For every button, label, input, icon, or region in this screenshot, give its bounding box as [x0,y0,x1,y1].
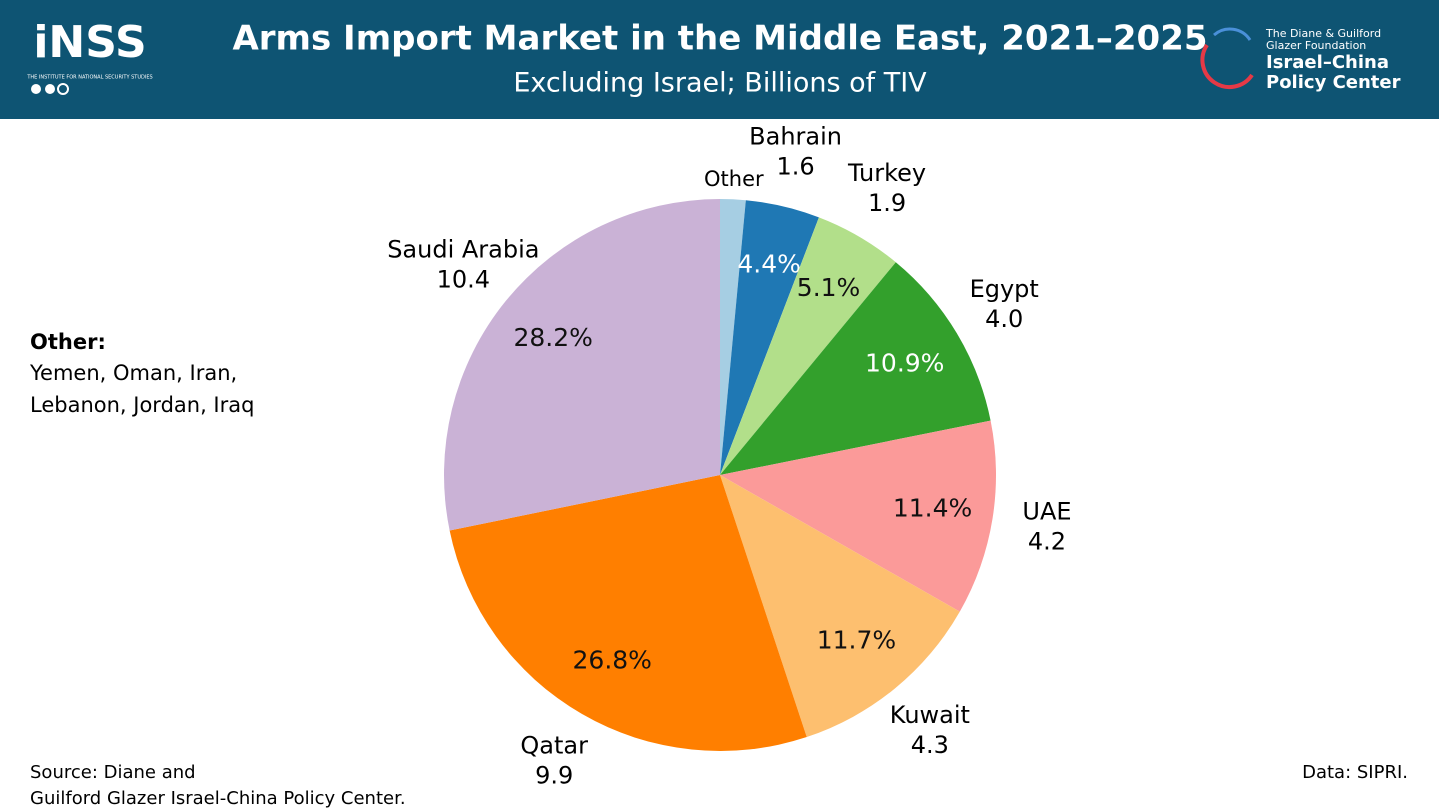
note-text: Yemen, Oman, Iran, [29,361,237,385]
data-credit: Data: SIPRI. [1302,762,1408,783]
chart-subtitle: Excluding Israel; Billions of TIV [513,68,927,99]
pie-slice [720,420,996,612]
logo-right-mark [1213,27,1252,41]
percent-label: 5.1% [797,273,861,302]
logo-right-big: Policy Center [1266,72,1401,93]
source: Guilford Glazer Israel-China Policy Cent… [30,788,406,809]
value-label: 10.4 [437,266,490,294]
value-label: 9.9 [535,762,573,790]
category-label: Kuwait [890,701,970,729]
logo-dot [57,83,69,95]
percent-label: 11.4% [893,493,972,522]
chart-title: Arms Import Market in the Middle East, 2… [232,19,1207,59]
logo-right-mark [1200,43,1254,90]
source: Source: Diane and [30,762,196,783]
pie-slice [720,199,746,475]
logo-right-big: Israel–China [1266,52,1389,73]
percent-label: 26.8% [573,645,652,674]
category-label: Qatar [520,732,588,760]
pie-slice [443,199,720,531]
logo-left-sub: THE INSTITUTE FOR NATIONAL SECURITY STUD… [26,75,152,81]
pie-slice [720,262,991,475]
logo-right-small: The Diane & Guilford [1265,27,1381,40]
category-label: Saudi Arabia [387,236,539,264]
category-label: Bahrain [749,123,842,151]
category-label: Turkey [847,159,926,187]
value-label: 4.3 [911,731,949,759]
value-label: 1.6 [776,153,814,181]
pie-slice [720,200,819,475]
category-label: UAE [1022,498,1071,526]
value-label: 4.2 [1028,528,1066,556]
value-label: 4.0 [985,305,1023,333]
pie-slice [720,217,896,475]
pie-slice [720,475,960,738]
pie-slice [449,475,807,751]
logo-left: iNSS [33,17,146,68]
category-label: Egypt [970,275,1039,303]
category-label: Other [704,167,764,191]
value-label: 1.9 [868,189,906,217]
logo-right-small: Glazer Foundation [1266,39,1366,52]
logo-dot [31,84,41,94]
percent-label: 4.4% [737,249,801,278]
note-heading: Other: [30,330,106,354]
note-text: Lebanon, Jordan, Iraq [30,393,254,417]
percent-label: 10.9% [865,348,944,377]
logo-dot [45,84,55,94]
percent-label: 11.7% [817,626,896,655]
percent-label: 28.2% [513,323,592,352]
header-bar [0,0,1439,119]
